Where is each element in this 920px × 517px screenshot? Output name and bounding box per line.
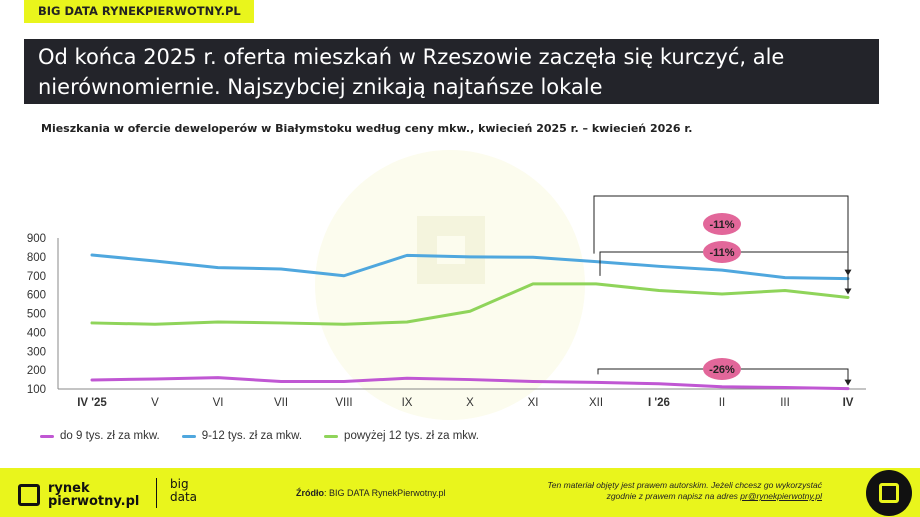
headline-line-2: nierównomiernie. Najszybciej znikają naj… xyxy=(38,75,603,99)
brand-divider xyxy=(156,478,157,508)
source-label: Źródło xyxy=(296,488,324,498)
annotation-bracket xyxy=(593,195,849,275)
x-tick-label: V xyxy=(151,397,159,409)
y-tick-label: 700 xyxy=(27,271,46,283)
copyright-line-2: zgodnie z prawem napisz na adres pr@ryne… xyxy=(492,491,822,502)
series-line xyxy=(90,253,850,281)
annotation-label: -11% xyxy=(709,219,734,231)
y-tick-label: 600 xyxy=(27,290,46,302)
x-tick-label: III xyxy=(780,397,790,409)
x-tick-label: X xyxy=(466,397,474,409)
y-tick-label: 400 xyxy=(27,327,46,339)
annotation-badge xyxy=(703,241,741,263)
annotation-badge xyxy=(703,213,741,235)
corner-square-icon xyxy=(879,483,899,503)
brand-tag: BIG DATA RYNEKPIERWOTNY.PL xyxy=(24,0,254,23)
big-data-line-2: data xyxy=(170,490,198,504)
series-line xyxy=(90,282,850,326)
legend-item-powyzej-12: powyżej 12 tys. zł za mkw. xyxy=(324,430,479,442)
copyright-line-1: Ten materiał objęty jest prawem autorski… xyxy=(547,480,822,490)
big-data-line-1: big xyxy=(170,477,189,491)
annotation-arrow-icon xyxy=(844,379,852,386)
annotation-label: -11% xyxy=(709,247,734,259)
brand-name: rynek pierwotny.pl xyxy=(48,482,139,508)
brand-name-line-1: rynek xyxy=(48,481,90,496)
headline: Od końca 2025 r. oferta mieszkań w Rzesz… xyxy=(24,39,879,104)
chart-legend: do 9 tys. zł za mkw. 9-12 tys. zł za mkw… xyxy=(40,430,479,442)
legend-label: powyżej 12 tys. zł za mkw. xyxy=(344,430,479,442)
brand-name-line-2: pierwotny.pl xyxy=(48,494,140,509)
x-tick-label: VI xyxy=(213,397,224,409)
copyright-line-2-text: zgodnie z prawem napisz na adres xyxy=(606,491,741,501)
copyright-note: Ten materiał objęty jest prawem autorski… xyxy=(492,480,822,502)
x-tick-label: XI xyxy=(528,397,539,409)
x-tick-label: I '26 xyxy=(648,397,670,409)
y-tick-label: 800 xyxy=(27,252,46,264)
legend-item-9-12: 9-12 tys. zł za mkw. xyxy=(181,430,303,442)
watermark-logo-icon xyxy=(417,216,485,284)
x-tick-label: XII xyxy=(589,397,603,409)
annotation-badge xyxy=(703,358,741,380)
legend-swatch xyxy=(181,434,196,438)
x-tick-label: IX xyxy=(402,397,413,409)
x-tick-label: VIII xyxy=(335,397,352,409)
footer-bar: rynek pierwotny.pl big data Źródło: BIG … xyxy=(0,468,920,517)
legend-swatch xyxy=(324,434,339,438)
legend-label: do 9 tys. zł za mkw. xyxy=(60,430,160,442)
series-line xyxy=(90,376,850,391)
chart-title: Mieszkania w ofercie deweloperów w Biały… xyxy=(41,122,693,135)
legend-label: 9-12 tys. zł za mkw. xyxy=(201,430,303,442)
y-tick-label: 200 xyxy=(27,365,46,377)
y-tick-label: 300 xyxy=(27,346,46,358)
corner-logo-icon xyxy=(866,470,912,516)
x-tick-label: IV xyxy=(843,397,854,409)
contact-email-link[interactable]: pr@rynekpierwotny.pl xyxy=(740,491,822,501)
source-text: : BIG DATA RynekPierwotny.pl xyxy=(324,488,446,498)
x-tick-label: II xyxy=(719,397,725,409)
annotation-label: -26% xyxy=(709,364,735,376)
x-tick-label: VII xyxy=(274,397,288,409)
y-tick-label: 900 xyxy=(27,233,46,245)
headline-line-1: Od końca 2025 r. oferta mieszkań w Rzesz… xyxy=(38,45,785,69)
source-note: Źródło: BIG DATA RynekPierwotny.pl xyxy=(296,488,446,498)
legend-swatch xyxy=(40,434,54,438)
legend-item-do-9: do 9 tys. zł za mkw. xyxy=(40,430,160,442)
y-tick-label: 500 xyxy=(27,309,46,321)
x-tick-label: IV '25 xyxy=(77,397,107,409)
brand-square-icon xyxy=(18,484,40,506)
annotation-arrow-icon xyxy=(844,288,852,295)
brand-logo: rynek pierwotny.pl xyxy=(18,482,139,508)
big-data-logo: big data xyxy=(170,478,197,504)
y-tick-label: 100 xyxy=(27,384,46,396)
